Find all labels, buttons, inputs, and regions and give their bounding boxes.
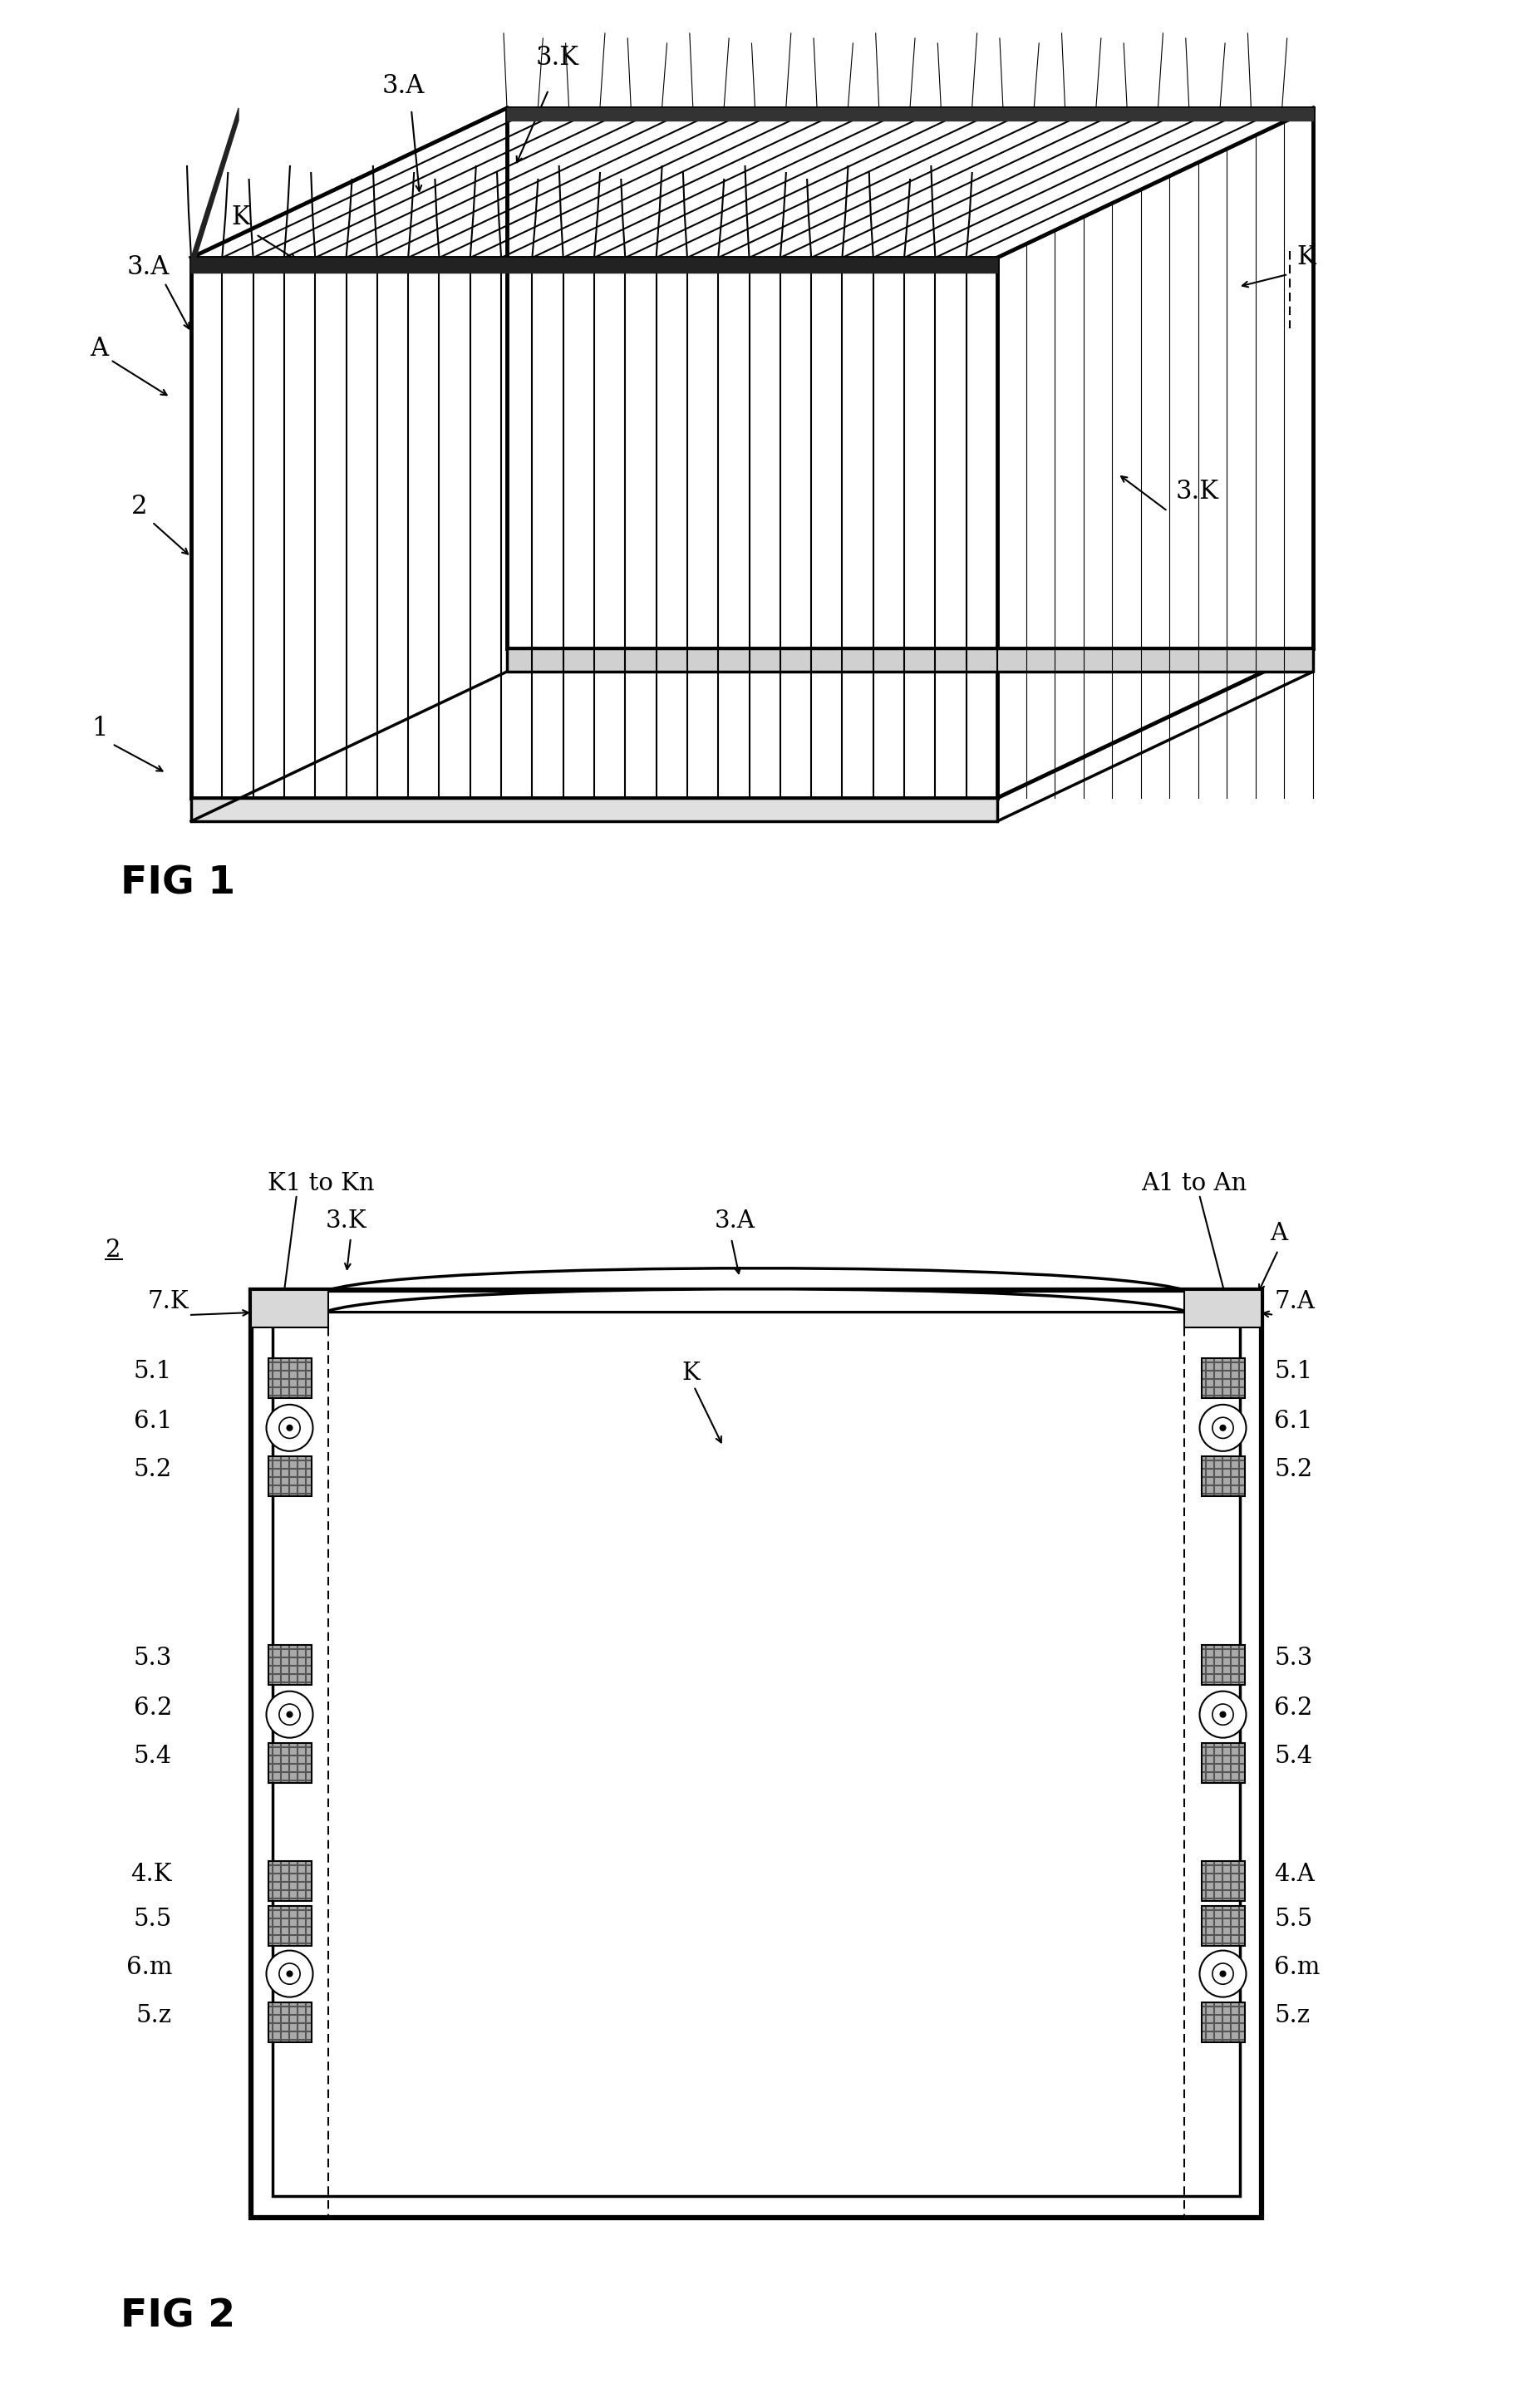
Bar	[268, 2001, 311, 2042]
Text: K1 to Kn: K1 to Kn	[268, 1173, 374, 1194]
Circle shape	[279, 1963, 300, 1984]
Text: 7.A: 7.A	[1274, 1291, 1315, 1312]
Bar	[268, 1358, 311, 1399]
Text: 7.K: 7.K	[147, 1291, 188, 1312]
Bar	[268, 1861, 311, 1900]
Polygon shape	[191, 108, 238, 272]
Circle shape	[1212, 1963, 1233, 1984]
Circle shape	[279, 1418, 300, 1438]
Bar	[1201, 1861, 1244, 1900]
Bar	[268, 1645, 311, 1686]
Text: 2: 2	[132, 494, 147, 520]
Bar	[251, 1291, 1262, 2218]
Circle shape	[1220, 1972, 1226, 1977]
Text: 5.3: 5.3	[133, 1647, 173, 1669]
Text: 5.z: 5.z	[1274, 2003, 1310, 2028]
Text: 3.K: 3.K	[326, 1209, 367, 1233]
Circle shape	[1200, 1690, 1247, 1739]
Text: 5.2: 5.2	[1274, 1457, 1312, 1481]
Text: 5.5: 5.5	[133, 1907, 173, 1931]
Text: 6.m: 6.m	[1274, 1955, 1320, 1979]
Text: 4.K: 4.K	[130, 1861, 173, 1885]
Bar	[1201, 2001, 1244, 2042]
Text: 1: 1	[91, 715, 108, 742]
Text: 6.1: 6.1	[1274, 1409, 1312, 1433]
Text: 5.z: 5.z	[136, 2003, 173, 2028]
Text: A1 to An: A1 to An	[1141, 1173, 1247, 1194]
Bar	[268, 1905, 311, 1946]
Text: 6.m: 6.m	[126, 1955, 173, 1979]
Text: 5.2: 5.2	[133, 1457, 173, 1481]
Text: 5.4: 5.4	[133, 1743, 173, 1767]
Bar	[1201, 1457, 1244, 1495]
Text: 5.4: 5.4	[1274, 1743, 1312, 1767]
Circle shape	[1212, 1705, 1233, 1724]
Text: 6.2: 6.2	[133, 1695, 173, 1719]
Circle shape	[286, 1426, 292, 1430]
Bar	[251, 1291, 329, 1327]
Bar	[1201, 1743, 1244, 1782]
Bar	[273, 1312, 1239, 2196]
Text: 3.K: 3.K	[536, 46, 579, 70]
Text: 6.2: 6.2	[1274, 1695, 1312, 1719]
Text: A: A	[89, 335, 108, 361]
Bar	[268, 1743, 311, 1782]
Bar	[1185, 1291, 1262, 1327]
Circle shape	[267, 1404, 314, 1452]
Text: 4.A: 4.A	[1274, 1861, 1315, 1885]
Text: 2: 2	[106, 1238, 121, 1262]
Circle shape	[267, 1690, 314, 1739]
Text: 3.A: 3.A	[382, 72, 426, 99]
Text: 5.1: 5.1	[1274, 1361, 1312, 1382]
Circle shape	[286, 1972, 292, 1977]
Bar	[268, 1457, 311, 1495]
Bar	[1201, 1358, 1244, 1399]
PathPatch shape	[329, 1288, 1185, 1310]
Text: K: K	[682, 1361, 700, 1385]
Polygon shape	[508, 648, 1314, 672]
Circle shape	[1212, 1418, 1233, 1438]
Text: 6.1: 6.1	[133, 1409, 173, 1433]
Text: K: K	[230, 205, 250, 231]
Text: 5.1: 5.1	[133, 1361, 173, 1382]
Circle shape	[286, 1712, 292, 1717]
Circle shape	[1220, 1426, 1226, 1430]
Text: 3.K: 3.K	[1176, 479, 1220, 506]
Text: 5.5: 5.5	[1274, 1907, 1312, 1931]
Circle shape	[1200, 1404, 1247, 1452]
Text: FIG 1: FIG 1	[121, 864, 235, 903]
Circle shape	[1200, 1950, 1247, 1996]
Text: 3.A: 3.A	[715, 1209, 756, 1233]
Circle shape	[267, 1950, 314, 1996]
Bar	[1201, 1905, 1244, 1946]
Text: 5.3: 5.3	[1274, 1647, 1312, 1669]
Bar	[1201, 1645, 1244, 1686]
Circle shape	[279, 1705, 300, 1724]
Circle shape	[1220, 1712, 1226, 1717]
Bar	[191, 797, 997, 821]
Text: 3.A: 3.A	[127, 255, 170, 279]
Text: A: A	[1270, 1221, 1288, 1245]
Text: K: K	[1297, 243, 1315, 270]
Text: FIG 2: FIG 2	[121, 2297, 235, 2336]
